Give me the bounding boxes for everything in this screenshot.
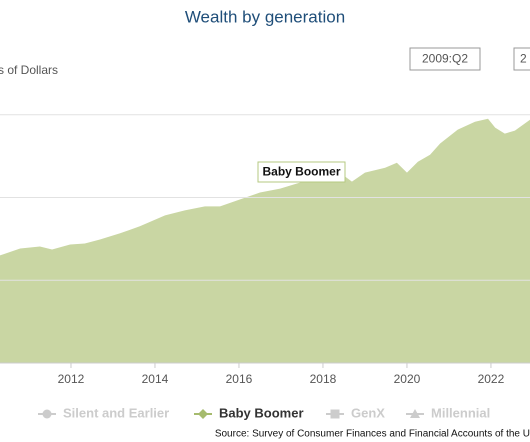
legend-label[interactable]: Silent and Earlier [63,405,169,420]
tooltip-text: Baby Boomer [262,165,340,179]
legend-symbol [42,409,52,419]
y-axis-label: s of Dollars [0,63,58,77]
legend-item[interactable]: Baby Boomer [194,405,304,420]
x-tick-label: 2016 [226,372,253,386]
legend-label[interactable]: Millennial [431,405,490,420]
range-start-box[interactable] [409,47,481,71]
legend-symbol [410,409,420,418]
x-tick-label: 2020 [394,372,421,386]
legend-symbol [198,409,208,419]
legend-label[interactable]: GenX [351,405,385,420]
range-start[interactable]: 2009:Q2 [422,52,468,66]
x-tick-label: 2014 [142,372,169,386]
area [0,118,530,363]
x-tick-label: 2012 [58,372,85,386]
source-note: Source: Survey of Consumer Finances and … [215,429,530,440]
x-tick-label: 2010 [0,372,1,386]
legend-label[interactable]: Baby Boomer [219,405,304,420]
range-end[interactable]: 2 [520,52,527,66]
range-end-box[interactable] [513,47,530,71]
x-tick-label: 2022 [478,372,505,386]
legend-item[interactable]: Millennial [406,405,490,420]
legend-symbol [330,409,340,419]
tooltip: Baby Boomer [257,161,346,183]
tooltip-box [257,161,346,183]
x-tick-label: 2018 [310,372,337,386]
legend-item[interactable]: GenX [326,405,385,420]
legend-item[interactable]: Silent and Earlier [38,405,169,420]
chart-title: Wealth by generation [185,7,345,26]
